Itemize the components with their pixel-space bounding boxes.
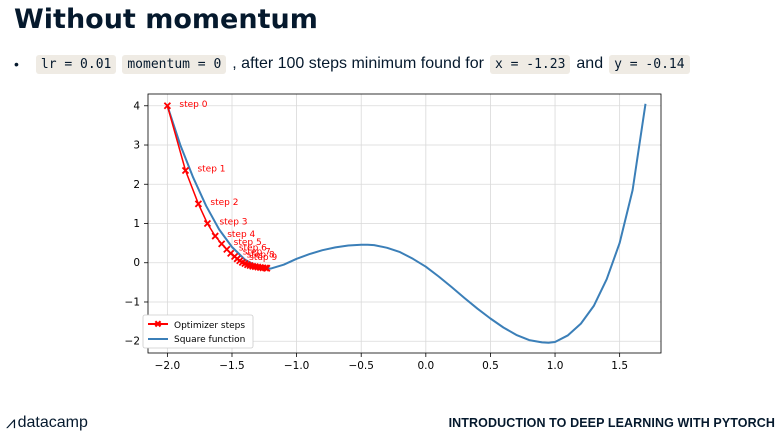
step-annotation: step 1 <box>197 165 225 175</box>
optimizer-step-point <box>181 166 190 175</box>
y-tick-label: 0 <box>133 257 140 269</box>
brand-name: datacamp <box>17 414 88 431</box>
y-tick-label: 1 <box>133 218 140 230</box>
momentum-code: momentum = 0 <box>122 54 227 74</box>
lr-code: lr = 0.01 <box>35 54 117 74</box>
optimizer-chart: −2.0 −1.5 −1.0 −0.5 0.0 0.5 1.0 1.5 −2 −1 0 1 2 3 4 s… <box>125 93 662 372</box>
x-tick-label: −1.5 <box>219 360 245 372</box>
y-tick-label: −2 <box>125 336 140 348</box>
step-annotation: step 9 <box>249 253 277 263</box>
y-tick-label: 2 <box>133 179 140 191</box>
series-layer <box>163 102 647 344</box>
optimizer-step-point <box>203 219 212 228</box>
optimizer-step-point <box>163 102 172 110</box>
x-tick-label: 0.0 <box>417 360 434 372</box>
datacamp-logo-icon: ⩘ <box>6 413 16 432</box>
course-title: INTRODUCTION TO DEEP LEARNING WITH PYTOR… <box>448 416 775 430</box>
y-tick-label: 4 <box>133 100 140 112</box>
step-annotation: step 0 <box>179 100 207 110</box>
x-tick-label: 1.5 <box>611 360 628 372</box>
legend-square-label: Square function <box>174 335 245 345</box>
legend-steps-marker: ✖ <box>154 320 162 331</box>
x-tick-label: 0.5 <box>482 360 499 372</box>
x-tick-label: −2.0 <box>155 360 181 372</box>
summary-bullet: • lr = 0.01 momentum = 0 , after 100 ste… <box>14 52 693 76</box>
summary-text: , after 100 steps minimum found for <box>232 55 484 72</box>
slide-title: Without momentum <box>14 4 318 35</box>
x-tick-label: 1.0 <box>547 360 564 372</box>
bullet-dot: • <box>14 56 19 72</box>
plot-frame <box>147 93 662 354</box>
step-annotation: step 6 <box>239 243 267 253</box>
y-result-code: y = -0.14 <box>609 54 690 74</box>
x-result-code: x = -1.23 <box>489 54 571 74</box>
optimizer-step-point <box>194 200 203 208</box>
step-annotation: step 8 <box>247 250 275 260</box>
legend-steps-label: Optimizer steps <box>174 321 245 331</box>
x-axis-ticks: −2.0 −1.5 −1.0 −0.5 0.0 0.5 1.0 1.5 <box>155 353 628 372</box>
x-tick-label: −1.0 <box>284 360 310 372</box>
grid <box>148 94 661 353</box>
step-annotation: step 2 <box>210 198 238 208</box>
legend: ✖ Optimizer steps Square function <box>142 314 254 349</box>
step-annotation: step 7 <box>243 247 271 257</box>
and-text: and <box>576 55 604 72</box>
y-tick-label: −1 <box>125 296 140 308</box>
step-annotation: step 5 <box>234 238 262 248</box>
optimizer-step-point <box>218 240 226 248</box>
y-axis-ticks: −2 −1 0 1 2 3 4 <box>125 100 148 348</box>
legend-box <box>142 314 254 349</box>
y-tick-label: 3 <box>133 140 140 152</box>
brand-logo: ⩘ datacamp <box>6 413 88 433</box>
x-tick-label: −0.5 <box>348 360 374 372</box>
optimizer-step-point <box>211 232 219 240</box>
optimizer-step-point <box>263 264 271 272</box>
step-annotation: step 4 <box>227 230 255 240</box>
step-annotation: step 3 <box>219 218 247 228</box>
